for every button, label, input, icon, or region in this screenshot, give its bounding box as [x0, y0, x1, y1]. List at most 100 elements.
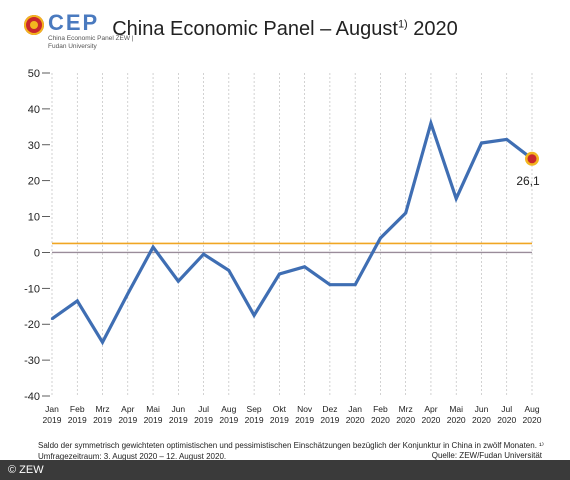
data-point: [177, 279, 180, 283]
y-tick-label: -20: [24, 319, 40, 331]
x-tick-year: 2019: [68, 415, 87, 425]
data-point: [303, 265, 306, 268]
x-tick-label: Apr 2019: [118, 404, 137, 425]
y-tick-label: -40: [24, 391, 40, 403]
data-point: [202, 253, 205, 256]
end-marker: [527, 154, 537, 164]
logo-subtitle: China Economic Panel ZEW | Fudan Univers…: [48, 35, 134, 50]
y-tick-label: 10: [28, 212, 40, 224]
x-tick-label: Jul 2019: [194, 404, 213, 425]
data-point: [480, 141, 483, 145]
footnote: Saldo der symmetrisch gewichteten optimi…: [38, 441, 544, 461]
x-tick-month: Sep: [247, 404, 262, 414]
x-tick-year: 2019: [43, 415, 62, 425]
x-tick-year: 2019: [219, 415, 238, 425]
x-tick-label: Jan 2019: [43, 404, 62, 425]
x-tick-year: 2019: [270, 415, 289, 425]
data-point: [50, 317, 54, 321]
x-tick-month: Apr: [424, 404, 437, 414]
title-year: 2020: [413, 18, 458, 40]
data-point: [379, 236, 382, 240]
source-note: Quelle: ZEW/Fudan Universität: [431, 451, 542, 460]
data-point: [455, 197, 458, 200]
x-tick-month: Feb: [373, 404, 388, 414]
x-tick-month: Aug: [221, 404, 236, 414]
x-tick-label: Sep 2019: [245, 404, 264, 425]
x-tick-month: Jun: [171, 404, 185, 414]
x-tick-year: 2019: [93, 415, 112, 425]
logo-name: CEP: [48, 10, 100, 35]
series-line: [51, 117, 533, 346]
x-tick-label: Mrz 2020: [396, 404, 415, 425]
x-tick-year: 2020: [472, 415, 491, 425]
data-point: [505, 138, 508, 141]
x-tick-label: Jan 2020: [346, 404, 365, 425]
x-tick-year: 2019: [295, 415, 314, 425]
x-tick-label: Mai 2019: [144, 404, 163, 425]
x-tick-year: 2020: [523, 415, 542, 425]
x-tick-label: Jun 2020: [472, 404, 491, 425]
y-tick-label: 30: [28, 140, 40, 152]
x-tick-label: Nov 2019: [295, 404, 314, 425]
x-tick-year: 2019: [118, 415, 137, 425]
y-tick-label: 20: [28, 176, 40, 188]
cep-logo: CEP China Economic Panel ZEW | Fudan Uni…: [24, 10, 134, 52]
title-main: China Economic Panel – August: [112, 18, 398, 40]
data-point: [101, 340, 104, 344]
x-tick-month: Mrz: [95, 404, 109, 414]
x-tick-label: Feb 2020: [371, 404, 390, 425]
x-tick-month: Mrz: [399, 404, 413, 414]
y-tick-label: 40: [28, 104, 40, 116]
x-tick-month: Mai: [146, 404, 160, 414]
x-tick-year: 2020: [421, 415, 440, 425]
x-tick-year: 2020: [447, 415, 466, 425]
x-tick-label: Feb 2019: [68, 404, 87, 425]
y-tick-label: -10: [24, 283, 40, 295]
data-point: [328, 283, 332, 286]
x-tick-month: Jul: [198, 404, 209, 414]
x-tick-month: Mai: [449, 404, 463, 414]
data-point: [353, 283, 357, 286]
cep-logo-icon: [24, 15, 44, 35]
x-tick-month: Dez: [322, 404, 337, 414]
x-tick-year: 2020: [371, 415, 390, 425]
chart-title: China Economic Panel – August1) 2020: [0, 18, 570, 41]
x-tick-label: Apr 2020: [421, 404, 440, 425]
x-tick-month: Apr: [121, 404, 134, 414]
data-point: [429, 122, 433, 125]
x-tick-month: Jun: [475, 404, 489, 414]
data-point: [278, 272, 281, 276]
data-point: [151, 245, 155, 249]
x-tick-year: 2019: [194, 415, 213, 425]
chart-frame: CEP China Economic Panel ZEW | Fudan Uni…: [0, 10, 570, 461]
x-tick-month: Jan: [45, 404, 59, 414]
x-tick-year: 2019: [169, 415, 188, 425]
data-point: [252, 314, 256, 317]
x-tick-year: 2020: [497, 415, 516, 425]
x-tick-month: Jul: [501, 404, 512, 414]
x-tick-label: Mai 2020: [447, 404, 466, 425]
x-tick-month: Nov: [297, 404, 313, 414]
data-point: [126, 292, 129, 295]
end-value-label: 26,1: [516, 174, 540, 188]
copyright-bar: © ZEW: [0, 460, 570, 480]
data-point: [227, 269, 231, 272]
x-tick-year: 2020: [346, 415, 365, 425]
x-tick-label: Mrz 2019: [93, 404, 112, 425]
x-tick-year: 2019: [320, 415, 339, 425]
x-tick-month: Aug: [524, 404, 539, 414]
x-tick-year: 2020: [396, 415, 415, 425]
y-tick-label: 50: [28, 68, 40, 80]
x-tick-month: Jan: [348, 404, 362, 414]
x-tick-label: Jul 2020: [497, 404, 516, 425]
title-footnote-mark: 1): [397, 18, 408, 31]
x-tick-label: Jun 2019: [169, 404, 188, 425]
data-point: [76, 299, 79, 303]
y-tick-label: -30: [24, 355, 40, 367]
x-tick-month: Feb: [70, 404, 85, 414]
x-tick-label: Aug 2020: [523, 404, 542, 425]
x-tick-label: Dez 2019: [320, 404, 339, 425]
y-tick-label: 0: [34, 247, 40, 259]
x-tick-year: 2019: [144, 415, 163, 425]
